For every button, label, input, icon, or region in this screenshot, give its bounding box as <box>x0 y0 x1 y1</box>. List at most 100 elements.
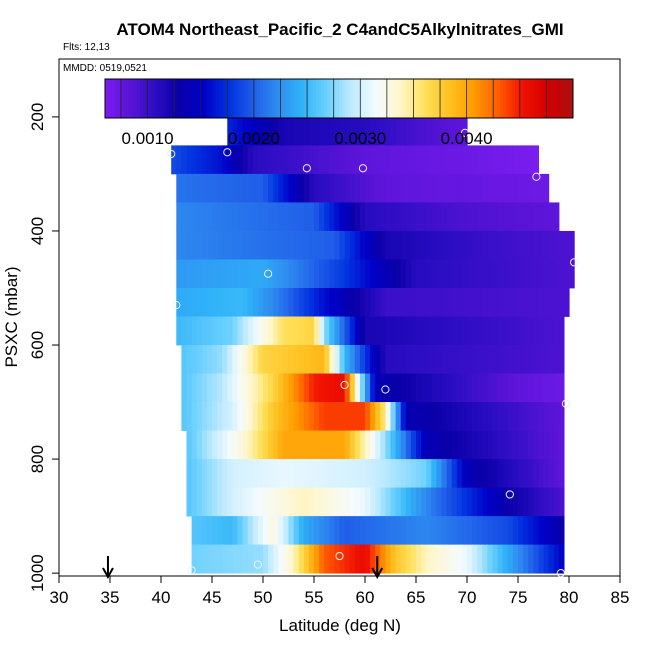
heatmap-cell <box>416 430 422 460</box>
heatmap-cell <box>222 230 228 260</box>
heatmap-cell <box>212 230 218 260</box>
heatmap-cell <box>278 116 284 146</box>
heatmap-cell <box>237 373 244 403</box>
heatmap-cell <box>181 373 188 403</box>
heatmap-cell <box>329 373 335 403</box>
heatmap-cell <box>533 316 539 346</box>
heatmap-cell <box>492 459 499 488</box>
heatmap-cell <box>487 259 494 289</box>
heatmap-cell <box>400 373 407 403</box>
heatmap-cell <box>390 173 397 203</box>
heatmap-cell <box>467 230 473 260</box>
heatmap-cell <box>191 145 198 175</box>
heatmap-cell <box>324 287 330 317</box>
heatmap-cell <box>518 373 524 403</box>
heatmap-cell <box>395 516 402 546</box>
heatmap-cell <box>456 402 463 431</box>
colorbar-swatch <box>233 79 238 118</box>
heatmap-cell <box>441 287 448 317</box>
heatmap-cell <box>201 230 208 260</box>
heatmap-cell <box>324 173 330 203</box>
heatmap-cell <box>181 173 188 203</box>
heatmap-cell <box>334 287 341 317</box>
heatmap-cell <box>497 402 504 431</box>
heatmap-cell <box>467 487 473 517</box>
heatmap-cell <box>339 116 346 146</box>
heatmap-cell <box>390 373 397 403</box>
heatmap-cell <box>461 487 468 517</box>
heatmap-cell <box>548 259 555 289</box>
heatmap-cell <box>431 230 437 260</box>
heatmap-cell <box>482 516 488 546</box>
heatmap-cell <box>314 230 320 260</box>
colorbar-swatch <box>368 79 372 118</box>
heatmap-cell <box>257 459 264 488</box>
heatmap-cell <box>339 173 346 203</box>
heatmap-cell <box>533 430 539 460</box>
heatmap-cell <box>171 145 177 175</box>
heatmap-cell <box>263 345 269 374</box>
heatmap-cell <box>319 402 325 431</box>
heatmap-cell <box>385 544 392 574</box>
heatmap-cell <box>502 402 509 431</box>
heatmap-cell <box>385 487 392 517</box>
heatmap-cell <box>324 316 330 346</box>
heatmap-cell <box>451 230 458 260</box>
colorbar-swatch <box>537 79 542 118</box>
heatmap-cell <box>242 287 249 317</box>
heatmap-cell <box>283 287 290 317</box>
heatmap-cell <box>441 459 448 488</box>
heatmap-cell <box>365 259 371 289</box>
heatmap-cell <box>528 430 534 460</box>
heatmap-cell <box>257 287 264 317</box>
heatmap-cell <box>395 116 402 146</box>
heatmap-cell <box>329 516 335 546</box>
heatmap-cell <box>472 202 478 232</box>
heatmap-cell <box>263 487 269 517</box>
heatmap-cell <box>283 544 290 574</box>
heatmap-cell <box>263 516 269 546</box>
heatmap-cell <box>359 430 366 460</box>
heatmap-cell <box>558 516 565 546</box>
heatmap-cell <box>181 202 188 232</box>
heatmap-cell <box>487 516 494 546</box>
heatmap-cell <box>482 145 488 175</box>
heatmap-cell <box>533 459 539 488</box>
heatmap-cell <box>232 487 239 517</box>
heatmap-band <box>176 202 560 232</box>
heatmap-cell <box>405 116 412 146</box>
heatmap-cell <box>339 459 346 488</box>
heatmap-cell <box>523 487 529 517</box>
heatmap-cell <box>334 259 341 289</box>
heatmap-cell <box>370 116 376 146</box>
colorbar-swatch <box>385 79 390 118</box>
heatmap-cell <box>212 430 218 460</box>
heatmap-cell <box>553 402 560 431</box>
colorbar-swatch <box>105 79 109 118</box>
heatmap-cell <box>446 202 453 232</box>
colorbar-swatch <box>499 79 504 118</box>
heatmap-cell <box>222 287 228 317</box>
heatmap-cell <box>298 230 305 260</box>
heatmap-cell <box>359 487 366 517</box>
colorbar-swatch <box>274 79 278 118</box>
x-tick-label: 35 <box>101 588 120 607</box>
heatmap-cell <box>400 116 407 146</box>
heatmap-cell <box>492 487 499 517</box>
heatmap-cell <box>196 544 203 574</box>
heatmap-cell <box>472 516 478 546</box>
heatmap-cell <box>283 230 290 260</box>
heatmap-cell <box>410 459 417 488</box>
colorbar-swatch <box>496 79 501 118</box>
heatmap-cell <box>405 430 412 460</box>
colorbar-swatch <box>502 79 507 118</box>
heatmap-cell <box>482 173 488 203</box>
heatmap-cell <box>421 116 427 146</box>
heatmap-cell <box>314 116 320 146</box>
heatmap-band <box>186 487 565 517</box>
heatmap-cell <box>370 230 376 260</box>
heatmap-cell <box>487 487 494 517</box>
heatmap-cell <box>339 316 346 346</box>
heatmap-cell <box>359 173 366 203</box>
heatmap-cell <box>227 487 233 517</box>
